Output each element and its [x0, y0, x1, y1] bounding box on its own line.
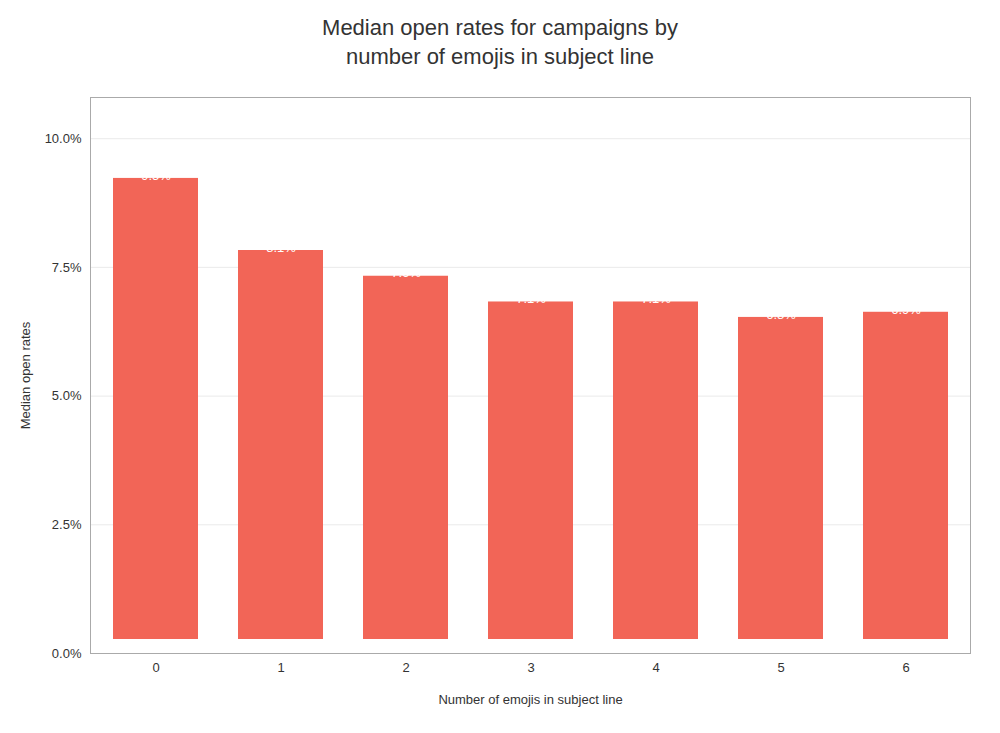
svg-text:2: 2 — [402, 660, 409, 675]
svg-text:7.1%: 7.1% — [516, 291, 546, 306]
svg-text:3: 3 — [527, 660, 534, 675]
svg-text:Number of emojis in subject li: Number of emojis in subject line — [438, 692, 622, 707]
svg-text:0: 0 — [152, 660, 159, 675]
svg-text:7.1%: 7.1% — [641, 291, 671, 306]
svg-text:5.0%: 5.0% — [52, 388, 82, 403]
svg-text:0.0%: 0.0% — [52, 646, 82, 661]
svg-text:6: 6 — [902, 660, 909, 675]
svg-text:10.0%: 10.0% — [45, 131, 82, 146]
svg-text:6.9%: 6.9% — [891, 302, 921, 317]
svg-text:5: 5 — [777, 660, 784, 675]
svg-text:7.5%: 7.5% — [52, 260, 82, 275]
svg-text:1: 1 — [277, 660, 284, 675]
html-text:Median open rates for campaign: Median open rates for campaigns by numbe… — [322, 15, 678, 69]
svg-text:7.6%: 7.6% — [391, 266, 421, 281]
svg-text:8.1%: 8.1% — [266, 240, 296, 255]
svg-text:6.8%: 6.8% — [766, 307, 796, 322]
svg-text:9.5%: 9.5% — [141, 168, 171, 183]
svg-text:2.5%: 2.5% — [52, 517, 82, 532]
svg-text:Median open rates: Median open rates — [18, 321, 33, 429]
svg-text:4: 4 — [652, 660, 659, 675]
